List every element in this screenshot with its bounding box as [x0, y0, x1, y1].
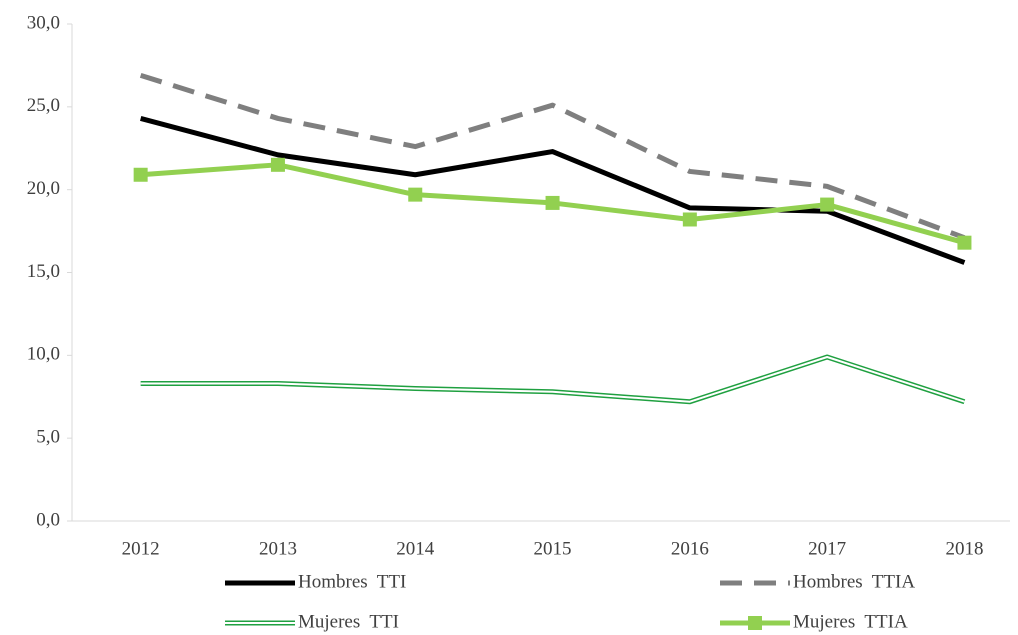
marker [957, 235, 972, 250]
x-tick-label: 2014 [396, 538, 435, 559]
x-tick-label: 2015 [534, 538, 572, 559]
y-tick-label: 25,0 [27, 95, 60, 116]
y-tick-label: 0,0 [36, 509, 60, 530]
series-line-inner [140, 355, 965, 403]
y-tick-label: 15,0 [27, 261, 60, 282]
y-tick-label: 10,0 [27, 344, 60, 365]
legend-label: Hombres TTIA [793, 571, 915, 592]
legend-marker [748, 616, 762, 630]
x-tick-label: 2018 [945, 538, 983, 559]
marker [682, 212, 697, 227]
y-tick-label: 30,0 [27, 12, 60, 33]
x-tick-label: 2013 [259, 538, 297, 559]
legend-label: Mujeres TTIA [793, 611, 908, 632]
x-tick-label: 2016 [671, 538, 709, 559]
marker [408, 187, 423, 202]
x-tick-label: 2017 [808, 538, 846, 559]
series-line [139, 72, 966, 241]
marker [820, 197, 835, 212]
marker [270, 157, 285, 172]
series-line [140, 354, 966, 405]
y-tick-label: 5,0 [36, 427, 60, 448]
x-tick-label: 2012 [122, 538, 160, 559]
legend-label: Mujeres TTI [298, 611, 399, 632]
marker [545, 195, 560, 210]
y-tick-label: 20,0 [27, 178, 60, 199]
legend-label: Hombres TTI [298, 571, 406, 592]
marker [133, 167, 148, 182]
